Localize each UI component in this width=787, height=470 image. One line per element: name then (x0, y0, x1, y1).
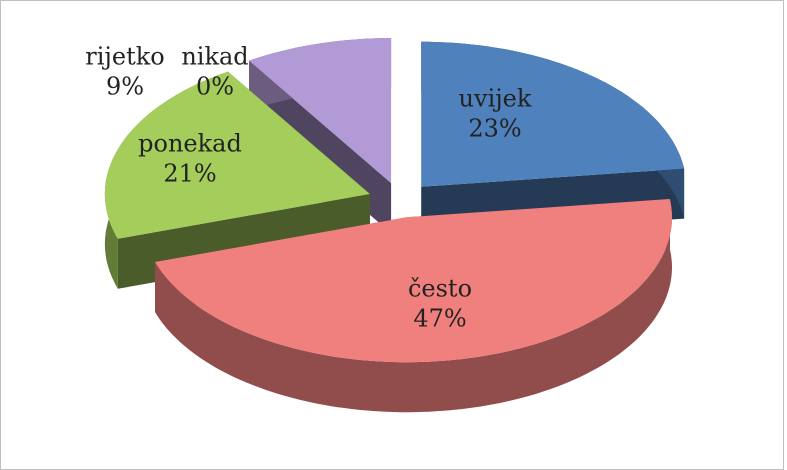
slice (104, 71, 370, 239)
slice-label: često (408, 275, 472, 303)
slice-value-label: 47% (413, 305, 466, 333)
slice (421, 41, 685, 187)
slice-value-label: 21% (163, 160, 216, 188)
slice-label: ponekad (138, 130, 242, 158)
slice-value-label: 0% (196, 73, 234, 101)
pie (104, 38, 685, 413)
slice (249, 38, 392, 184)
slice (155, 199, 672, 363)
slice-wall (155, 199, 672, 413)
slice-label: uvijek (459, 85, 532, 113)
slice-value-label: 23% (468, 115, 521, 143)
slice-value-label: 9% (106, 73, 144, 101)
slice-label: rijetko (85, 43, 164, 71)
slice-label: nikad (181, 43, 248, 71)
